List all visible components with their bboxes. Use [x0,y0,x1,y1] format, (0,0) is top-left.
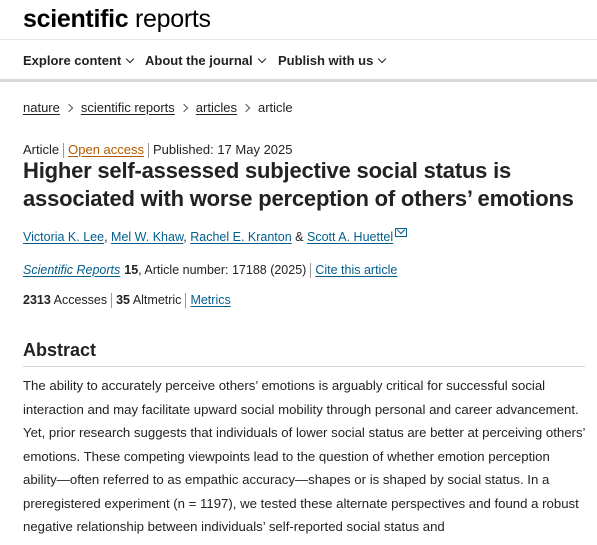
meta-divider [63,143,64,158]
chevron-down-icon [126,55,134,63]
chevron-down-icon [378,55,386,63]
nav-explore-content[interactable]: Explore content [23,53,133,69]
open-access-link[interactable]: Open access [68,142,144,157]
volume-number: 15 [124,263,138,277]
citation-line: Scientific Reports 15, Article number: 17… [23,262,397,278]
mail-icon[interactable] [395,228,407,237]
article-number: , Article number: 17188 (2025) [138,263,306,277]
altmetric-label: Altmetric [133,293,182,307]
nav-about-the-journal-label: About the journal [145,53,253,68]
author-and: & [292,230,307,244]
nav-publish-with-us-label: Publish with us [278,53,373,68]
article-meta: Article Open access Published: 17 May 2025 [23,142,292,158]
chevron-right-icon [180,104,188,112]
author-list: Victoria K. Lee, Mel W. Khaw, Rachel E. … [23,229,407,245]
citation-divider [310,263,311,278]
article-type: Article [23,142,59,157]
breadcrumb-articles[interactable]: articles [196,100,237,115]
abstract-heading: Abstract [23,339,96,361]
masthead: scientific reports [0,0,597,40]
breadcrumb-scientific-reports[interactable]: scientific reports [81,100,175,115]
nav-about-the-journal[interactable]: About the journal [145,53,265,69]
metrics-divider [111,293,112,308]
breadcrumb: nature scientific reports articles article [23,100,293,116]
nav-explore-content-label: Explore content [23,53,121,68]
journal-link[interactable]: Scientific Reports [23,263,120,277]
metrics-link[interactable]: Metrics [190,293,230,307]
abstract-text: The ability to accurately perceive other… [23,374,585,539]
altmetric-count: 35 [116,293,130,307]
author-link[interactable]: Mel W. Khaw [111,230,183,244]
logo-bold-text: scientific [23,5,128,33]
author-link[interactable]: Rachel E. Kranton [190,230,291,244]
meta-divider [148,143,149,158]
author-separator: , [104,230,111,244]
author-link[interactable]: Victoria K. Lee [23,230,104,244]
chevron-right-icon [65,104,73,112]
accesses-label: Accesses [54,293,108,307]
nav-publish-with-us[interactable]: Publish with us [278,53,385,69]
breadcrumb-current: article [258,100,293,115]
accesses-count: 2313 [23,293,51,307]
logo-light-text: reports [128,5,210,33]
author-link[interactable]: Scott A. Huettel [307,230,393,244]
chevron-right-icon [242,104,250,112]
metrics-divider [185,293,186,308]
site-logo[interactable]: scientific reports [23,4,211,34]
cite-this-article-link[interactable]: Cite this article [315,263,397,277]
article-metrics: 2313 Accesses 35 Altmetric Metrics [23,292,231,308]
chevron-down-icon [257,55,265,63]
main-nav: Explore content About the journal Publis… [0,41,597,82]
abstract-divider [23,366,585,367]
article-title: Higher self-assessed subjective social s… [23,157,583,213]
breadcrumb-nature[interactable]: nature [23,100,60,115]
published-date: Published: 17 May 2025 [153,142,292,157]
